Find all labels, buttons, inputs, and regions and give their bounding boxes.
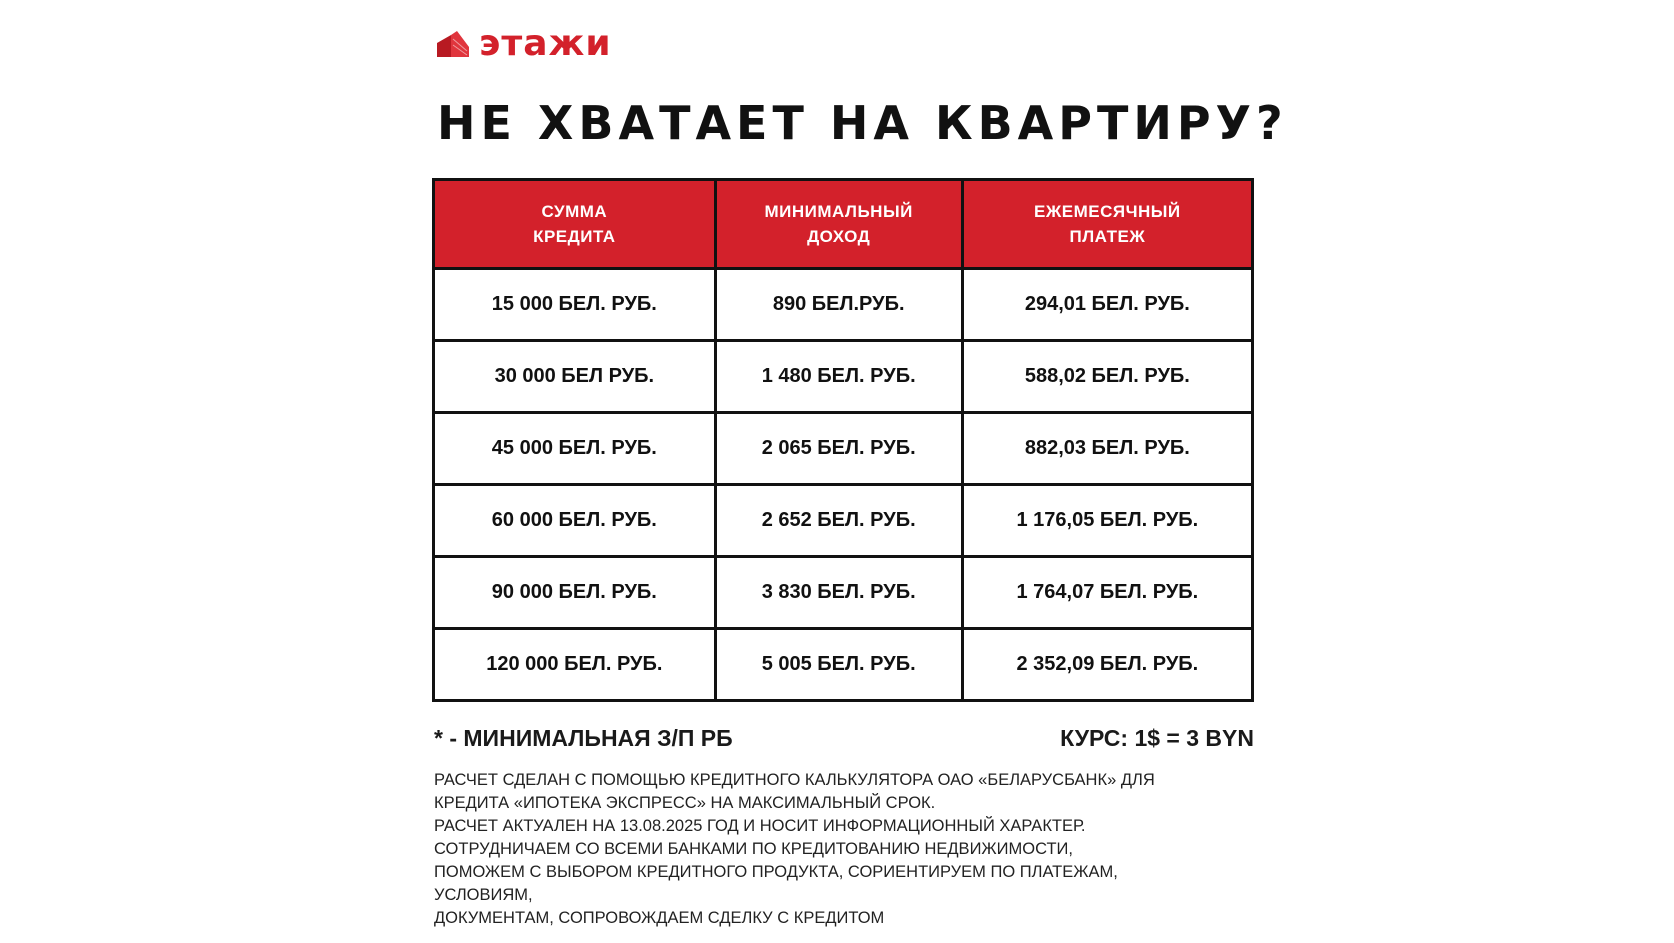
cell-loan-amount: 120 000 БЕЛ. РУБ.: [432, 627, 717, 702]
cell-monthly-payment: 588,02 БЕЛ. РУБ.: [960, 339, 1255, 414]
note-line: РАСЧЕТ СДЕЛАН С ПОМОЩЬЮ КРЕДИТНОГО КАЛЬК…: [434, 771, 1155, 789]
exchange-rate: КУРС: 1$ = 3 BYN: [1060, 725, 1254, 751]
cell-loan-amount: 45 000 БЕЛ. РУБ.: [432, 411, 717, 486]
header-loan-amount: СУММА КРЕДИТА: [432, 178, 717, 270]
table-row: 30 000 БЕЛ РУБ. 1 480 БЕЛ. РУБ. 588,02 БЕЛ…: [432, 339, 1255, 414]
note-line: ДОКУМЕНТАМ, СОПРОВОЖДАЕМ СДЕЛКУ С КРЕДИТ…: [434, 909, 885, 927]
cell-monthly-payment: 1 764,07 БЕЛ. РУБ.: [960, 555, 1255, 630]
cell-monthly-payment: 2 352,09 БЕЛ. РУБ.: [960, 627, 1255, 702]
cell-loan-amount: 15 000 БЕЛ. РУБ.: [432, 267, 717, 342]
page-title: НЕ ХВАТАЕТ НА КВАРТИРУ?: [437, 96, 1288, 150]
logo-text: этажи: [479, 23, 612, 64]
cell-monthly-payment: 882,03 БЕЛ. РУБ.: [960, 411, 1255, 486]
table-row: 45 000 БЕЛ. РУБ. 2 065 БЕЛ. РУБ. 882,03 БЕ…: [432, 411, 1255, 486]
table-row: 15 000 БЕЛ. РУБ. 890 БЕЛ.РУБ. 294,01 БЕЛ. …: [432, 267, 1255, 342]
table-header-row: СУММА КРЕДИТА МИНИМАЛЬНЫЙ ДОХОД ЕЖЕМЕСЯЧ…: [432, 178, 1255, 270]
cell-loan-amount: 60 000 БЕЛ. РУБ.: [432, 483, 717, 558]
cell-min-income: 1 480 БЕЛ. РУБ.: [713, 339, 964, 414]
logo: этажи: [437, 26, 612, 62]
header-min-income: МИНИМАЛЬНЫЙ ДОХОД: [713, 178, 964, 270]
note-line: ПОМОЖЕМ С ВЫБОРОМ КРЕДИТНОГО ПРОДУКТА, С…: [434, 863, 1118, 881]
note-line: СОТРУДНИЧАЕМ СО ВСЕМИ БАНКАМИ ПО КРЕДИТО…: [434, 840, 1073, 858]
cell-monthly-payment: 294,01 БЕЛ. РУБ.: [960, 267, 1255, 342]
note-line: РАСЧЕТ АКТУАЛЕН НА 13.08.2025 ГОД И НОСИ…: [434, 817, 1086, 835]
cell-min-income: 2 065 БЕЛ. РУБ.: [713, 411, 964, 486]
footnote: * - МИНИМАЛЬНАЯ З/П РБ: [434, 725, 733, 751]
cell-min-income: 890 БЕЛ.РУБ.: [713, 267, 964, 342]
building-icon: [437, 31, 469, 57]
cell-min-income: 5 005 БЕЛ. РУБ.: [713, 627, 964, 702]
table-row: 60 000 БЕЛ. РУБ. 2 652 БЕЛ. РУБ. 1 176,05 …: [432, 483, 1255, 558]
note-line: УСЛОВИЯМ,: [434, 886, 533, 904]
loan-table: СУММА КРЕДИТА МИНИМАЛЬНЫЙ ДОХОД ЕЖЕМЕСЯЧ…: [432, 178, 1255, 702]
table-row: 120 000 БЕЛ. РУБ. 5 005 БЕЛ. РУБ. 2 352,09…: [432, 627, 1255, 702]
cell-loan-amount: 30 000 БЕЛ РУБ.: [432, 339, 717, 414]
cell-min-income: 2 652 БЕЛ. РУБ.: [713, 483, 964, 558]
header-monthly-payment: ЕЖЕМЕСЯЧНЫЙ ПЛАТЕЖ: [960, 178, 1255, 270]
table-row: 90 000 БЕЛ. РУБ. 3 830 БЕЛ. РУБ. 1 764,07 …: [432, 555, 1255, 630]
notes: РАСЧЕТ СДЕЛАН С ПОМОЩЬЮ КРЕДИТНОГО КАЛЬК…: [434, 769, 1254, 930]
cell-loan-amount: 90 000 БЕЛ. РУБ.: [432, 555, 717, 630]
note-line: КРЕДИТА «ИПОТЕКА ЭКСПРЕСС» НА МАКСИМАЛЬН…: [434, 794, 936, 812]
cell-monthly-payment: 1 176,05 БЕЛ. РУБ.: [960, 483, 1255, 558]
cell-min-income: 3 830 БЕЛ. РУБ.: [713, 555, 964, 630]
